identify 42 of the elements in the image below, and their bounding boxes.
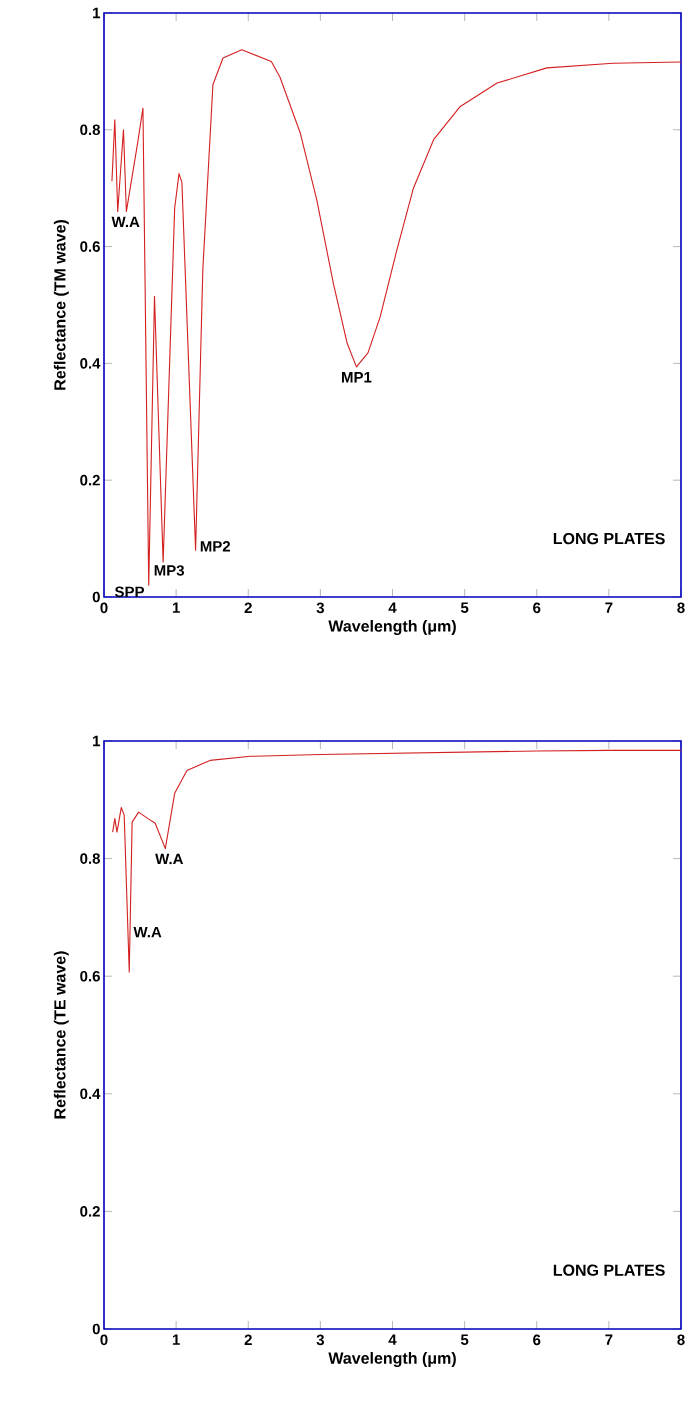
x-axis-title: Wavelength (μm): [328, 1352, 456, 1368]
annotation: LONG PLATES: [553, 1264, 665, 1276]
annotation: MP1: [342, 372, 372, 383]
y-tick-label: 0.8: [80, 853, 100, 864]
y-tick-label: 0.2: [80, 1206, 100, 1217]
x-tick-label: 8: [677, 1334, 685, 1346]
x-tick-label: 5: [460, 602, 469, 613]
x-tick-label: 3: [316, 602, 324, 614]
x-tick-label: 8: [677, 602, 685, 614]
y-tick-label: 1: [93, 7, 101, 19]
x-tick-label: 1: [172, 602, 180, 613]
x-tick-label: 2: [244, 602, 252, 613]
y-tick-label: 0.8: [80, 124, 100, 136]
y-tick-label: 0.4: [80, 358, 101, 369]
y-tick-label: 0.2: [80, 474, 100, 486]
y-tick-label: 1: [93, 735, 101, 747]
y-tick-label: 0: [92, 591, 100, 603]
annotation: MP3: [154, 565, 185, 576]
x-tick-label: 4: [388, 602, 397, 613]
x-tick-label: 3: [316, 1334, 324, 1346]
x-tick-label: 7: [605, 1334, 613, 1345]
x-axis-title: Wavelength (μm): [328, 620, 456, 636]
y-tick-label: 0.6: [80, 970, 100, 982]
annotation: W.A: [133, 926, 162, 938]
x-tick-label: 4: [388, 1334, 397, 1345]
x-tick-label: 7: [605, 602, 613, 613]
y-axis-title: Reflectance (TE wave): [53, 951, 69, 1119]
y-tick-label: 0.4: [80, 1088, 101, 1100]
annotation: MP2: [200, 541, 231, 552]
x-tick-label: 5: [460, 1334, 469, 1345]
annotation: W.A: [155, 853, 184, 865]
y-axis-title: Reflectance (TM wave): [53, 220, 69, 390]
annotation: W.A: [111, 216, 140, 228]
x-tick-label: 1: [172, 1334, 180, 1345]
y-tick-label: 0: [92, 1323, 100, 1335]
y-tick-label: 0.6: [80, 241, 100, 252]
x-tick-label: 2: [244, 1334, 252, 1345]
annotation: SPP: [114, 586, 144, 598]
annotation: LONG PLATES: [553, 532, 665, 545]
x-tick-label: 6: [533, 1334, 541, 1346]
line-series: [111, 49, 682, 586]
x-tick-label: 6: [533, 602, 541, 614]
